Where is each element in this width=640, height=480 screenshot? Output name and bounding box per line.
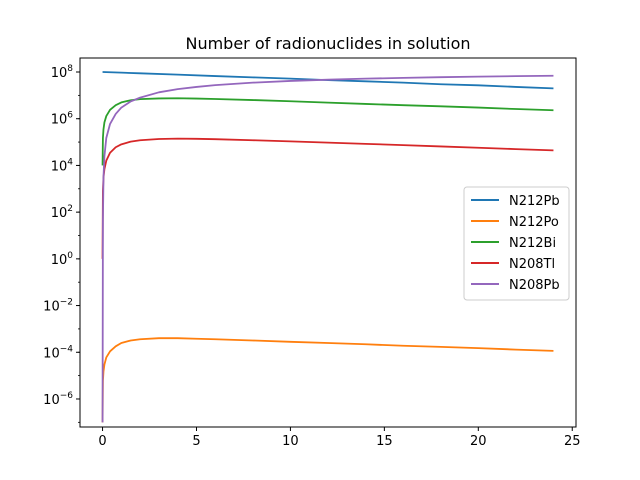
y-tick-label: 100 [51, 251, 74, 268]
y-axis: 10−6 10−4 10−2 100 102 104 106 108 [43, 64, 80, 423]
axes-frame [79, 57, 577, 428]
x-axis: 0 5 10 15 20 25 [98, 427, 581, 449]
y-tick-label: 108 [51, 64, 74, 81]
y-tick-label: 10−6 [43, 391, 73, 408]
legend: N212Pb N212Po N212Bi N208Tl N208Pb [463, 186, 570, 301]
x-tick-label: 20 [470, 434, 487, 449]
y-tick-label: 104 [51, 157, 74, 174]
y-tick-label: 102 [51, 204, 73, 221]
series-line-n208pb [101, 74, 554, 423]
x-tick-label: 10 [282, 434, 299, 449]
legend-box [463, 186, 570, 301]
legend-label-n208tl: N208Tl [509, 257, 555, 272]
legend-label-n212pb: N212Pb [509, 194, 560, 209]
x-tick-label: 15 [376, 434, 393, 449]
series-line-n208tl [101, 137, 554, 259]
y-tick-label: 106 [51, 111, 74, 128]
chart-title: Number of radionuclides in solution [185, 34, 470, 53]
y-tick-label: 10−4 [43, 344, 73, 361]
x-tick-label: 5 [192, 434, 200, 449]
x-tick-label: 0 [98, 434, 106, 449]
series-line-n212po [101, 337, 554, 423]
legend-label-n212bi: N212Bi [509, 236, 556, 251]
y-tick-label: 10−2 [43, 298, 73, 315]
series-line-n212bi [101, 97, 554, 166]
series-line-n212pb [102, 71, 554, 90]
x-tick-label: 25 [564, 434, 581, 449]
legend-label-n212po: N212Po [509, 215, 559, 230]
series-layer [101, 71, 554, 423]
legend-label-n208pb: N208Pb [509, 278, 560, 293]
axes-border [79, 57, 577, 428]
